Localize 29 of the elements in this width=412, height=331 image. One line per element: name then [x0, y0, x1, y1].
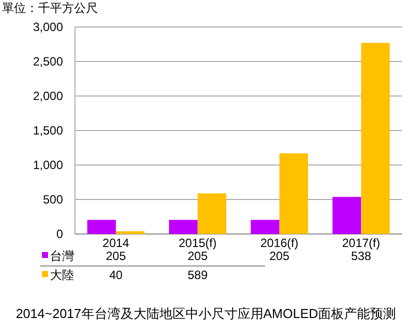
bar — [332, 196, 362, 234]
text: 2014~2017年台湾及大陆地区中小尺寸应用AMOLED面板产能预测 — [16, 306, 396, 321]
y-tick-label: 0 — [56, 227, 64, 242]
legend-label: 台灣 — [50, 249, 74, 263]
legend-label: 大陸 — [50, 268, 74, 282]
data-label: 589 — [188, 268, 208, 282]
data-label: 205 — [269, 249, 290, 263]
bar — [87, 220, 116, 234]
y-tick-label: 2,000 — [32, 89, 64, 104]
y-tick-label: 1,000 — [32, 158, 64, 172]
y-axis-title: 單位：千平方公尺 — [2, 1, 98, 15]
x-tick-label: 2016(f) — [260, 236, 298, 250]
data-label: 40 — [109, 268, 123, 282]
x-tick-label: 2015(f) — [178, 236, 217, 250]
data-label: 538 — [351, 249, 372, 263]
data-label: 205 — [188, 249, 208, 263]
bar — [361, 42, 390, 234]
bar — [169, 220, 198, 234]
y-tick-label: 1,500 — [32, 124, 64, 138]
y-tick-label: 500 — [42, 192, 64, 207]
x-tick-label: 2014 — [102, 236, 130, 250]
bar — [279, 153, 308, 234]
y-tick-label: 3,000 — [32, 20, 64, 34]
bar — [116, 231, 144, 234]
bar — [198, 193, 226, 234]
y-tick-label: 2,500 — [32, 54, 64, 69]
x-tick-label: 2017(f) — [342, 236, 380, 250]
bar — [250, 220, 280, 234]
data-label: 205 — [106, 249, 126, 263]
